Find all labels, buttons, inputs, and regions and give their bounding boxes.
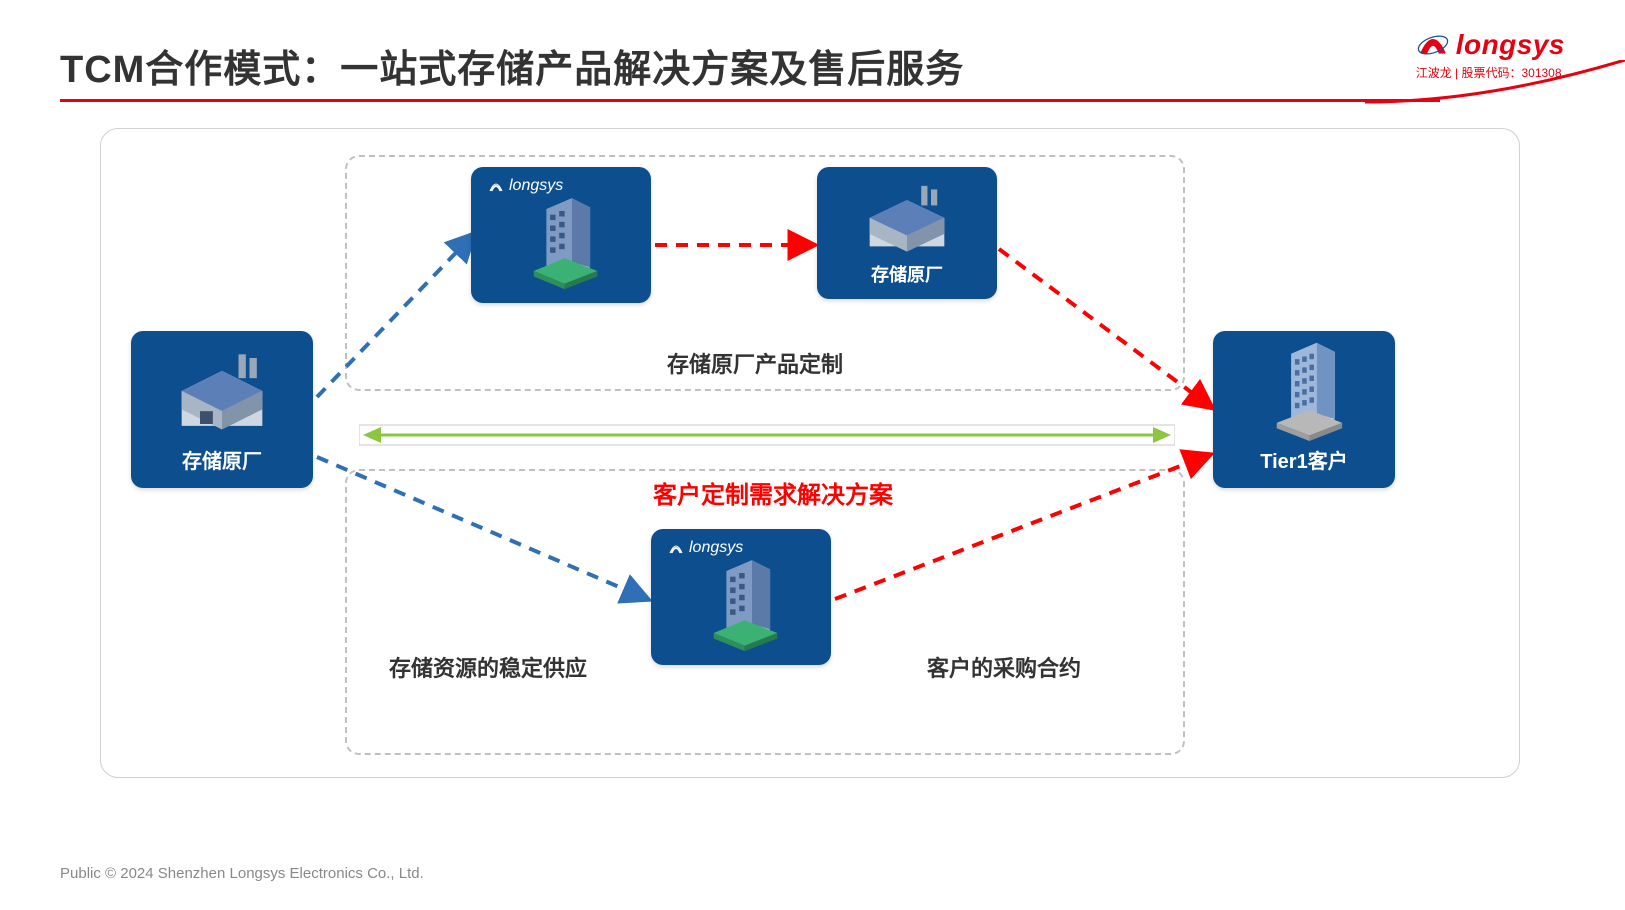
node-tier1-customer: Tier1客户 <box>1213 331 1395 488</box>
green-double-arrow-icon <box>359 419 1175 451</box>
building-icon <box>506 191 616 291</box>
mini-logo-icon <box>667 539 685 557</box>
building-icon <box>686 553 796 653</box>
brand-logo: longsys 江波龙 | 股票代码：301308 <box>1416 28 1565 81</box>
factory-icon <box>167 341 277 441</box>
caption-bottom-left: 存储资源的稳定供应 <box>389 651 587 683</box>
node-top-storage-factory: 存储原厂 <box>817 167 997 299</box>
node-top-longsys: longsys <box>471 167 651 303</box>
caption-bottom-right: 客户的采购合约 <box>927 651 1081 683</box>
factory-icon <box>852 177 962 257</box>
node-label: Tier1客户 <box>1260 445 1347 474</box>
node-left-storage-factory: 存储原厂 <box>131 331 313 488</box>
caption-top: 存储原厂产品定制 <box>667 347 843 379</box>
node-label: 存储原厂 <box>182 445 262 474</box>
logo-subtext: 江波龙 | 股票代码：301308 <box>1416 64 1565 81</box>
mini-logo-icon <box>487 177 505 195</box>
node-label: 存储原厂 <box>871 261 943 287</box>
header-divider <box>60 99 1440 102</box>
slide-title: TCM合作模式：一站式存储产品解决方案及售后服务 <box>60 38 964 93</box>
footer-copyright: Public © 2024 Shenzhen Longsys Electroni… <box>60 865 424 882</box>
node-bottom-longsys: longsys <box>651 529 831 665</box>
tower-icon <box>1249 341 1359 441</box>
diagram-outer-box: 存储原厂 longsys <box>100 128 1520 778</box>
logo-mark-icon <box>1416 28 1450 62</box>
caption-middle: 客户定制需求解决方案 <box>653 475 893 510</box>
logo-text: longsys <box>1456 29 1565 61</box>
